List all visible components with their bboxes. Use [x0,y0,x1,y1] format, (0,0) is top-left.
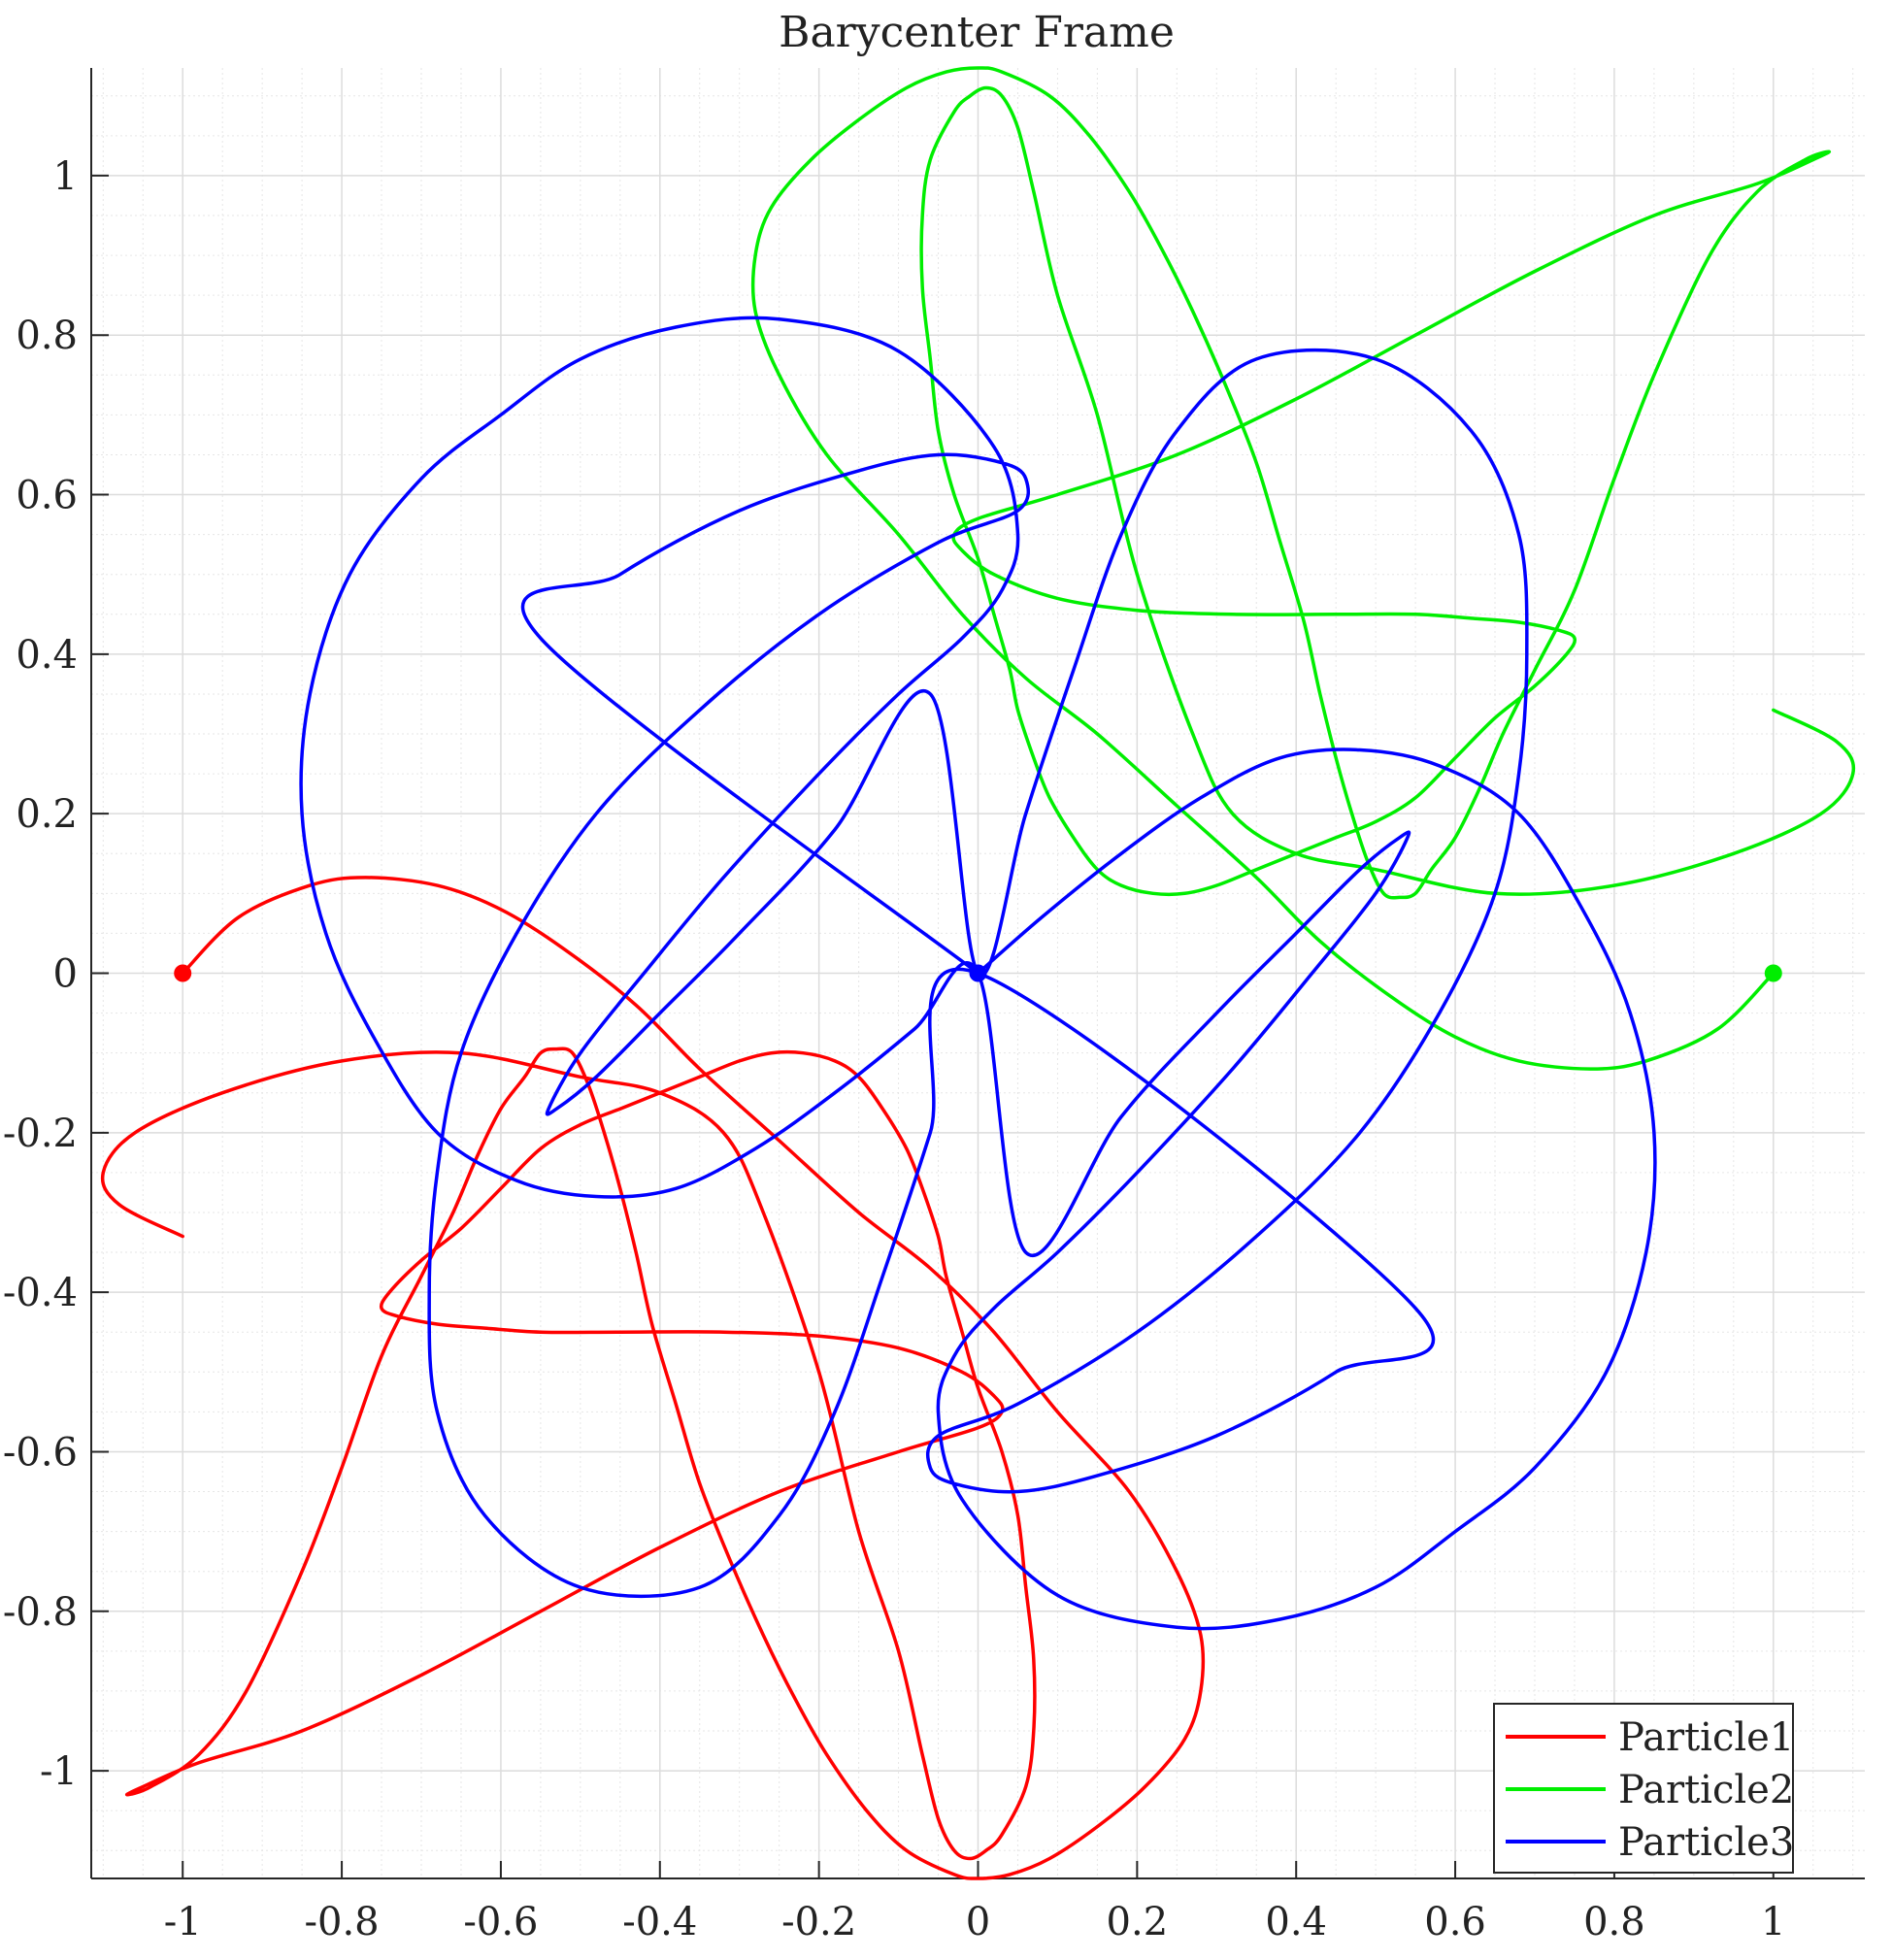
y-tick-label: -1 [40,1749,78,1794]
legend: Particle1 Particle2 Particle3 [1493,1703,1794,1874]
y-tick-label: -0.6 [3,1430,78,1475]
legend-label-particle2: Particle2 [1618,1768,1794,1812]
series-line-particle1 [100,876,1206,1880]
minor-grid [91,68,1865,1878]
x-tick-label: -0.2 [781,1900,856,1944]
legend-label-particle3: Particle3 [1618,1820,1794,1865]
y-tick-label: 0.4 [16,633,78,678]
series-layer [100,66,1856,1880]
start-point-particle1 [174,964,192,982]
chart-title: Barycenter Frame [779,8,1175,57]
x-tick-label: -1 [164,1900,202,1944]
y-axis-ticks: -1 -0.8 -0.6 -0.4 -0.2 0 0.2 0.4 0.6 0.8 1 [3,154,109,1794]
y-tick-label: -0.2 [3,1112,78,1156]
y-tick-label: 0.8 [16,314,78,358]
x-tick-label: 0 [966,1900,990,1944]
x-tick-label: 0.4 [1265,1900,1327,1944]
x-axis-ticks: -1 -0.8 -0.6 -0.4 -0.2 0 0.2 0.4 0.6 0.8 1 [164,1861,1786,1944]
legend-label-particle1: Particle1 [1618,1715,1794,1760]
y-tick-label: -0.4 [3,1271,78,1315]
x-tick-label: 0.8 [1583,1900,1645,1944]
start-point-particle3 [969,964,987,982]
x-tick-label: -0.4 [622,1900,697,1944]
series-line-particle2 [750,66,1856,1071]
y-tick-label: 0 [53,952,78,997]
start-point-particle2 [1764,964,1782,982]
x-tick-label: 1 [1761,1900,1785,1944]
series-line-particle3 [299,316,1657,1631]
y-tick-label: -0.8 [3,1590,78,1635]
x-tick-label: 0.2 [1107,1900,1169,1944]
y-tick-label: 0.6 [16,474,78,518]
y-tick-label: 1 [53,154,78,199]
x-tick-label: -0.6 [463,1900,538,1944]
y-tick-label: 0.2 [16,792,78,837]
x-tick-label: 0.6 [1424,1900,1486,1944]
x-tick-label: -0.8 [305,1900,380,1944]
